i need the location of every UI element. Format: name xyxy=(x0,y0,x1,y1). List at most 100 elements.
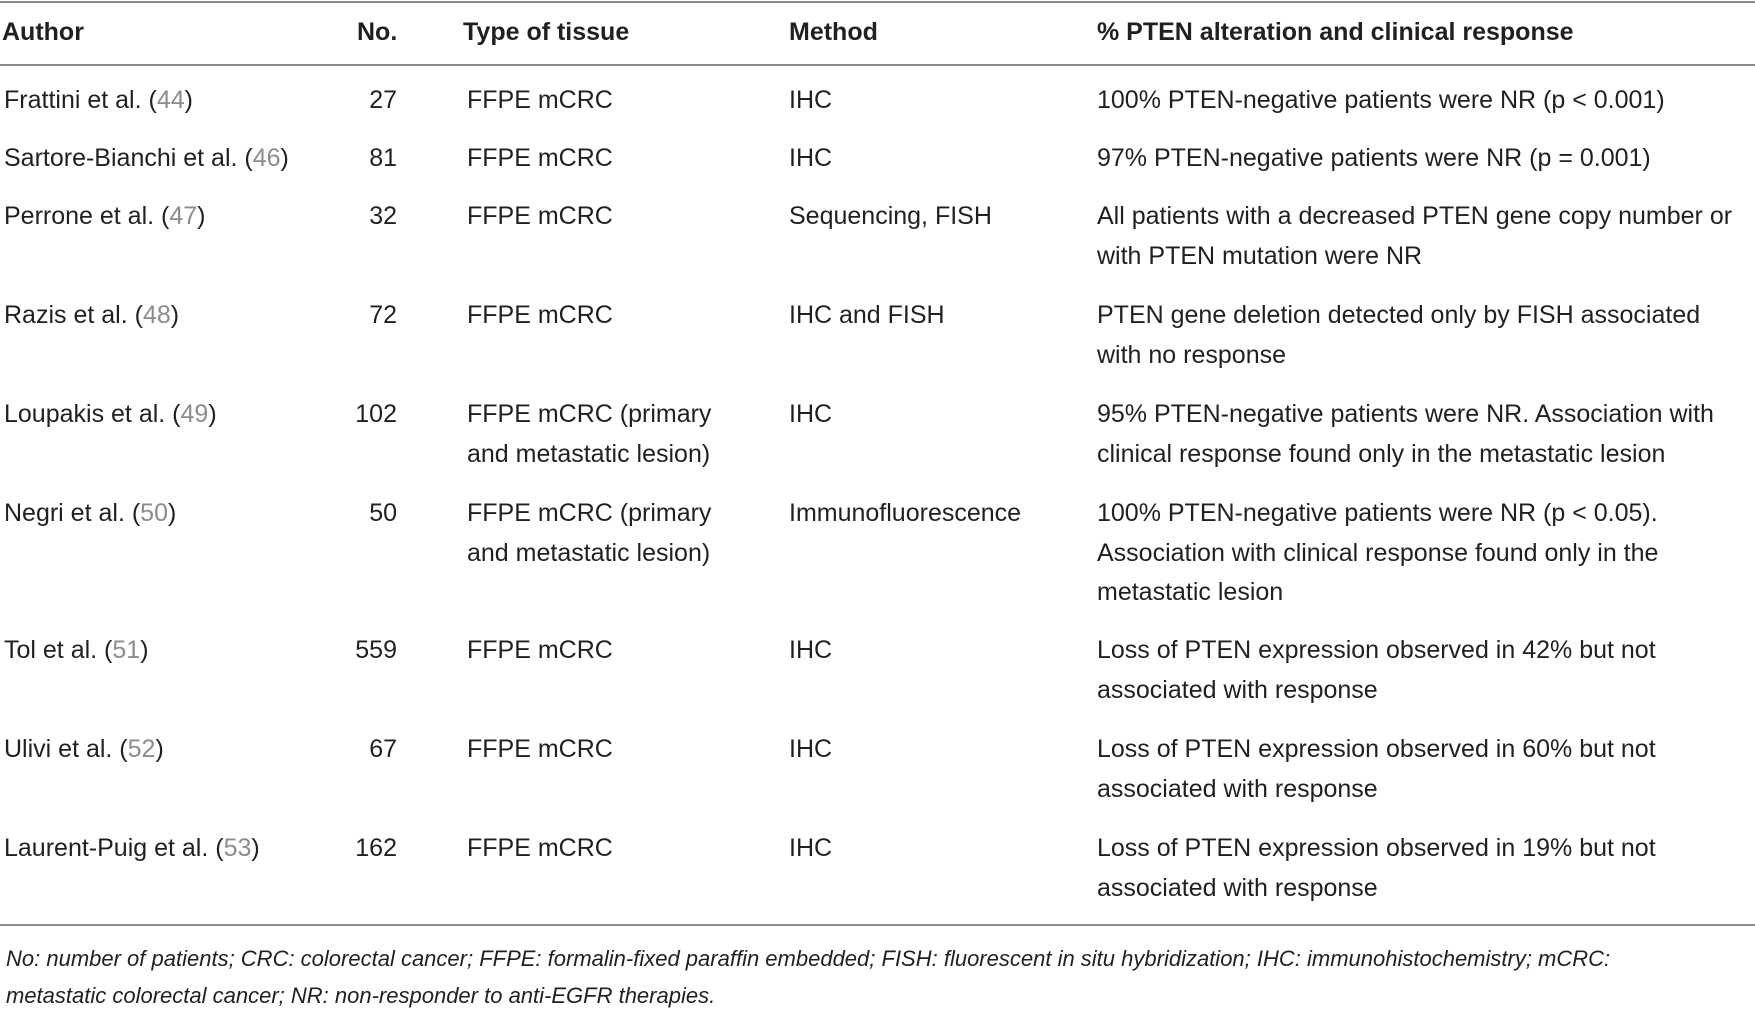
response-line: PTEN gene deletion detected only by FISH… xyxy=(1097,301,1701,329)
cell-response: All patients with a decreased PTEN gene … xyxy=(1097,197,1732,276)
cell-author: Perrone et al. (47) xyxy=(4,197,206,237)
response-line: associated with response xyxy=(1097,774,1378,803)
cell-tissue: FFPE mCRC xyxy=(467,296,613,336)
cell-author: Negri et al. (50) xyxy=(4,494,176,534)
author-name: Frattini et al. ( xyxy=(4,86,157,114)
cell-response: 97% PTEN-negative patients were NR (p = … xyxy=(1097,139,1651,179)
header-response: % PTEN alteration and clinical response xyxy=(1097,18,1574,46)
header-tissue: Type of tissue xyxy=(463,18,630,46)
reference-link[interactable]: 47 xyxy=(169,202,198,230)
reference-link[interactable]: 49 xyxy=(180,400,209,428)
cell-no: 81 xyxy=(369,144,397,172)
reference-link[interactable]: 51 xyxy=(112,636,141,664)
cell-method: IHC xyxy=(789,636,833,664)
cell-response: Loss of PTEN expression observed in 60% … xyxy=(1097,730,1656,809)
cell-author: Ulivi et al. (52) xyxy=(4,730,164,770)
cell-author: Loupakis et al. (49) xyxy=(4,395,217,435)
author-name: Perrone et al. ( xyxy=(4,202,170,230)
cell-author: Sartore-Bianchi et al. (46) xyxy=(4,139,289,179)
response-line: clinical response found only in the meta… xyxy=(1097,439,1666,468)
cell-no: 559 xyxy=(355,636,397,664)
cell-no: 50 xyxy=(369,499,397,527)
author-name: Negri et al. ( xyxy=(4,499,141,527)
author-paren: ) xyxy=(184,86,193,114)
header-method: Method xyxy=(789,18,878,46)
response-line: with no response xyxy=(1097,340,1287,369)
author-paren: ) xyxy=(197,202,206,230)
cell-method: IHC xyxy=(789,400,833,428)
cell-response: 100% PTEN-negative patients were NR (p <… xyxy=(1097,494,1658,613)
cell-no: 67 xyxy=(369,735,397,763)
cell-method: IHC xyxy=(789,144,833,172)
cell-no: 162 xyxy=(355,834,397,862)
author-paren: ) xyxy=(170,301,180,329)
cell-response: Loss of PTEN expression observed in 42% … xyxy=(1097,631,1656,710)
tissue-line: FFPE mCRC xyxy=(467,202,613,230)
response-line: associated with response xyxy=(1097,873,1378,902)
author-paren: ) xyxy=(280,144,289,172)
cell-method: IHC xyxy=(789,834,833,862)
tissue-line: FFPE mCRC (primary xyxy=(467,400,712,428)
tissue-line: FFPE mCRC xyxy=(467,834,613,862)
table-bottom-rule xyxy=(0,924,1755,926)
table-top-rule xyxy=(0,1,1755,3)
cell-response: PTEN gene deletion detected only by FISH… xyxy=(1097,296,1700,375)
cell-tissue: FFPE mCRC xyxy=(467,197,613,237)
cell-author: Laurent-Puig et al. (53) xyxy=(4,829,260,869)
cell-tissue: FFPE mCRC xyxy=(467,81,613,121)
cell-tissue: FFPE mCRC xyxy=(467,139,613,179)
response-line: associated with response xyxy=(1097,675,1378,704)
cell-tissue: FFPE mCRC (primary and metastatic lesion) xyxy=(467,494,711,573)
author-paren: ) xyxy=(251,834,260,862)
author-paren: ) xyxy=(208,400,217,428)
author-paren: ) xyxy=(140,636,149,664)
cell-method: IHC xyxy=(789,735,833,763)
author-name: Razis et al. ( xyxy=(4,301,143,329)
cell-no: 72 xyxy=(369,301,397,329)
cell-author: Tol et al. (51) xyxy=(4,631,149,671)
tissue-line: FFPE mCRC xyxy=(467,636,613,664)
tissue-line: and metastatic lesion) xyxy=(467,538,711,567)
cell-method: IHC xyxy=(789,86,833,114)
cell-method: IHC and FISH xyxy=(789,301,945,329)
tissue-line: FFPE mCRC xyxy=(467,86,613,114)
cell-response: Loss of PTEN expression observed in 19% … xyxy=(1097,829,1656,908)
cell-tissue: FFPE mCRC xyxy=(467,829,613,869)
response-line: metastatic lesion xyxy=(1097,578,1284,606)
author-paren: ) xyxy=(155,735,164,763)
table-footnote: No: number of patients; CRC: colorectal … xyxy=(6,940,1751,1014)
tissue-line: FFPE mCRC (primary xyxy=(467,499,712,527)
author-name: Ulivi et al. ( xyxy=(4,735,128,763)
response-line: 95% PTEN-negative patients were NR. Asso… xyxy=(1097,400,1714,428)
cell-method: Immunofluorescence xyxy=(789,499,1022,527)
reference-link[interactable]: 52 xyxy=(127,735,156,763)
table-header-rule xyxy=(0,64,1755,66)
cell-tissue: FFPE mCRC xyxy=(467,631,613,671)
cell-method: Sequencing, FISH xyxy=(789,202,992,230)
author-name: Sartore-Bianchi et al. ( xyxy=(4,144,253,172)
reference-link[interactable]: 46 xyxy=(252,144,281,172)
author-name: Loupakis et al. ( xyxy=(4,400,181,428)
reference-link[interactable]: 50 xyxy=(140,499,168,527)
cell-response: 100% PTEN-negative patients were NR (p <… xyxy=(1097,81,1665,121)
cell-author: Razis et al. (48) xyxy=(4,296,179,336)
response-line: Association with clinical response found… xyxy=(1097,538,1659,567)
response-line: with PTEN mutation were NR xyxy=(1097,241,1423,270)
tissue-line: FFPE mCRC xyxy=(467,144,613,172)
cell-no: 102 xyxy=(355,400,397,428)
response-line: 97% PTEN-negative patients were NR (p = … xyxy=(1097,144,1651,172)
response-line: Loss of PTEN expression observed in 19% … xyxy=(1097,834,1656,862)
cell-no: 32 xyxy=(369,202,397,230)
reference-link[interactable]: 44 xyxy=(156,86,185,114)
reference-link[interactable]: 48 xyxy=(142,301,171,329)
cell-tissue: FFPE mCRC (primary and metastatic lesion) xyxy=(467,395,711,474)
reference-link[interactable]: 53 xyxy=(223,834,252,862)
response-line: Loss of PTEN expression observed in 60% … xyxy=(1097,735,1656,763)
cell-response: 95% PTEN-negative patients were NR. Asso… xyxy=(1097,395,1714,474)
author-paren: ) xyxy=(167,499,177,527)
author-name: Tol et al. ( xyxy=(4,636,113,664)
response-line: 100% PTEN-negative patients were NR (p <… xyxy=(1097,86,1665,114)
author-name: Laurent-Puig et al. ( xyxy=(4,834,224,862)
response-line: All patients with a decreased PTEN gene … xyxy=(1097,202,1733,230)
header-author: Author xyxy=(2,18,84,46)
